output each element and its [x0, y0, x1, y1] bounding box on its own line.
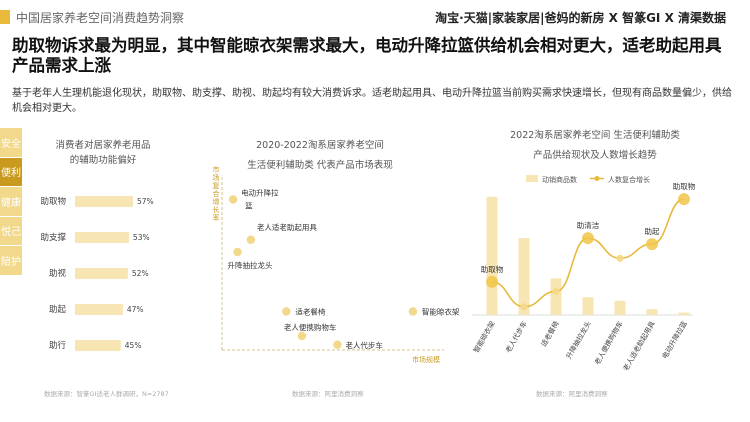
- chart3-bar: [678, 312, 690, 315]
- chart1-bar: [75, 268, 128, 279]
- chart3-source: 数据来源：阿里消费洞察: [536, 390, 608, 398]
- chart1-value-label: 57%: [137, 197, 154, 206]
- chart3-category-label: 智能晾衣架: [471, 320, 496, 355]
- chart2-point-label: 老人便携购物车: [284, 322, 337, 332]
- chart3-category-label: 老人代步车: [503, 320, 528, 355]
- chart3-growth-point: [520, 303, 528, 311]
- chart3-category-label: 老人适老助起用具: [621, 320, 657, 373]
- side-tab-3[interactable]: 悦己: [0, 216, 22, 245]
- chart2-point-label: 电动升降拉: [241, 188, 279, 198]
- chart3-bar: [550, 278, 562, 315]
- chart2-source: 数据来源：阿里消费洞察: [292, 390, 364, 398]
- chart3-bar: [646, 309, 658, 315]
- chart3-title-line1: 2022淘系居家养老空间 生活便利辅助类: [510, 129, 680, 141]
- chart2-point: [246, 235, 256, 244]
- chart1-value-label: 45%: [125, 341, 142, 350]
- page-headline: 助取物诉求最为明显，其中智能晾衣架需求最大，电动升降拉篮供给机会相对更大，适老助…: [12, 36, 722, 75]
- chart1-category-label: 助起: [49, 304, 67, 315]
- chart2-y-axis-label: 市: [213, 165, 220, 174]
- chart2-title-line1: 2020-2022淘系居家养老空间: [256, 139, 384, 151]
- chart1-value-label: 47%: [127, 305, 144, 314]
- chart3-growth-point: [582, 232, 594, 245]
- chart3-growth-point: [646, 238, 658, 251]
- chart3-growth-point: [616, 254, 624, 262]
- page-description: 基于老年人生理机能退化现状，助取物、助支撑、助视、助起均有较大消费诉求。适老助起…: [12, 88, 732, 114]
- chart2-point: [297, 331, 307, 341]
- chart1-category-label: 助视: [49, 268, 67, 279]
- chart1-source: 数据来源：智篆GI适老人群调研，N=2787: [44, 390, 169, 398]
- side-category-tabs: 安全 便利 健康 悦己 陪护: [0, 128, 22, 276]
- chart2-point: [408, 307, 418, 316]
- chart2-title-line2: 生活便利辅助类 代表产品市场表现: [247, 159, 393, 171]
- chart3-point-label: 助取物: [673, 181, 696, 191]
- chart2-y-axis-label: 场: [213, 173, 220, 182]
- chart1-bar: [75, 196, 133, 207]
- chart3-category-label: 电动升降拉篮: [660, 320, 689, 361]
- chart3-category-label: 老人便携购物车: [592, 320, 624, 367]
- chart3-bar: [518, 238, 530, 315]
- chart2-point: [228, 195, 238, 204]
- chart3-legend-bar-label: 动销商品数: [542, 175, 577, 184]
- chart2-x-axis-label: 市场规模: [412, 355, 440, 364]
- header-accent: [0, 10, 10, 24]
- chart3-bar: [486, 196, 498, 315]
- chart1-title-line2: 的辅助功能偏好: [70, 154, 137, 166]
- chart3-title-line2: 产品供给现状及人数增长趋势: [533, 149, 657, 161]
- chart1-value-label: 53%: [133, 233, 150, 242]
- chart1-bar: [75, 340, 121, 351]
- chart3-category-label: 适老餐椅: [539, 320, 561, 349]
- chart1-category-label: 助行: [49, 340, 67, 351]
- chart2-point-label: 老人适老助起用具: [257, 222, 317, 232]
- chart1-category-label: 助取物: [40, 196, 66, 207]
- chart2-point: [333, 340, 342, 349]
- chart3-legend-line-label: 人数复合增长: [608, 175, 650, 184]
- chart3-bar: [614, 300, 626, 315]
- chart2-y-axis-label: 合: [213, 189, 220, 198]
- chart2-point: [282, 307, 291, 316]
- side-tab-4[interactable]: 陪护: [0, 246, 22, 275]
- chart3-growth-point: [678, 193, 690, 206]
- chart2-y-axis-label: 率: [213, 213, 220, 222]
- chart3-legend-bar-swatch: [526, 175, 538, 182]
- side-tab-0[interactable]: 安全: [0, 128, 22, 157]
- chart1-bar: [75, 232, 129, 243]
- chart3-bar: [582, 297, 594, 315]
- chart2-y-axis-label: 增: [213, 197, 220, 206]
- chart2-y-axis-label: 长: [213, 205, 220, 214]
- side-tab-2[interactable]: 健康: [0, 187, 22, 216]
- chart1-value-label: 52%: [132, 269, 149, 278]
- chart2-point-label: 智能晾衣架: [422, 307, 460, 317]
- chart2-point-label: 适老餐椅: [295, 307, 325, 317]
- chart2-y-axis-label: 复: [213, 181, 220, 190]
- chart2-point: [233, 247, 242, 257]
- chart2-point-label: 升降抽拉龙头: [228, 260, 273, 270]
- chart1-category-label: 助支撑: [40, 232, 66, 243]
- page-section-title: 中国居家养老空间消费趋势洞察: [16, 11, 185, 25]
- chart3-point-label: 助清洁: [577, 220, 600, 230]
- chart3-legend-line-marker: [594, 176, 600, 181]
- chart3-point-label: 助起: [645, 226, 660, 236]
- chart2-point-label: 老人代步车: [345, 340, 383, 350]
- chart3-growth-point: [486, 275, 498, 288]
- brand-logos: 淘宝·天猫|家装家居|爸妈的新房 X 智篆GI X 清渠数据: [435, 11, 726, 25]
- chart1-bar: [75, 304, 123, 315]
- side-tab-1[interactable]: 便利: [0, 157, 22, 186]
- chart3-point-label: 助取物: [481, 264, 504, 274]
- chart1-title-line1: 消费者对居家养老用品: [55, 139, 150, 151]
- chart3-category-label: 升降抽拉龙头: [564, 320, 593, 361]
- chart2-point-label: 篮: [245, 201, 253, 211]
- chart3-growth-point: [552, 287, 560, 295]
